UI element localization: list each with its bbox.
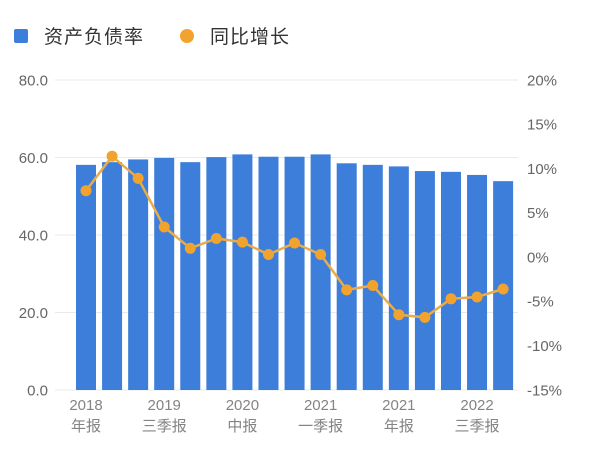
y-axis-right-tick-label: 5% — [527, 205, 549, 222]
x-axis-tick-label-year: 2022 — [460, 397, 493, 414]
line-dot — [80, 185, 92, 197]
bar — [154, 157, 175, 390]
legend-item-asset-liability-ratio[interactable]: 资产负债率 — [14, 22, 144, 49]
bar-series — [76, 154, 514, 390]
line-dot — [158, 221, 170, 233]
line-dot — [497, 283, 509, 295]
x-axis-tick-label-year: 2021 — [304, 397, 337, 414]
x-axis-tick-label-year: 2020 — [226, 397, 259, 414]
line-dot — [236, 236, 248, 248]
line-dot — [315, 249, 327, 260]
line-dot — [341, 284, 353, 296]
x-axis-tick-label-period: 三季报 — [142, 418, 187, 435]
line-dot — [262, 249, 274, 260]
line-dot — [393, 309, 405, 321]
x-axis-tick-label-year: 2019 — [148, 397, 181, 414]
y-axis-right-tick-label: 15% — [527, 117, 557, 134]
bar — [76, 164, 96, 390]
bar — [440, 171, 461, 390]
bar — [467, 174, 488, 390]
y-axis-right-labels: 20% 15% 10% 5% 0% -5% -10% -15% — [527, 72, 562, 399]
line-dot — [184, 242, 196, 254]
bar — [102, 162, 123, 390]
y-axis-left-tick-label: 0.0 — [27, 382, 48, 399]
legend-item-yoy-growth[interactable]: 同比增长 — [180, 22, 290, 49]
y-axis-right-tick-label: -15% — [527, 382, 562, 399]
bar — [258, 156, 279, 390]
line-dot — [106, 150, 118, 162]
line-dot — [289, 237, 301, 249]
line-series-swatch-icon — [180, 28, 195, 43]
y-axis-left-tick-label: 40.0 — [19, 227, 48, 244]
line-dot — [367, 280, 379, 291]
line-dot — [210, 233, 222, 244]
chart-legend: 资产负债率 同比增长 — [14, 22, 290, 49]
x-axis-tick-label-period: 一季报 — [298, 418, 343, 435]
y-axis-left-tick-label: 20.0 — [19, 305, 48, 322]
line-series — [80, 150, 509, 323]
x-axis-tick-label-year: 2021 — [382, 397, 415, 414]
x-axis-tick-label-year: 2018 — [69, 397, 102, 414]
y-axis-left-tick-label: 80.0 — [19, 72, 48, 89]
bar — [336, 163, 357, 390]
bar — [180, 162, 201, 390]
bar — [414, 171, 435, 390]
legend-line-label: 同比增长 — [210, 27, 291, 48]
x-axis-tick-label-period: 年报 — [71, 418, 101, 435]
bar — [206, 157, 227, 390]
bar — [388, 166, 409, 390]
y-axis-left-tick-label: 60.0 — [19, 150, 48, 167]
line-dot — [445, 293, 457, 305]
x-axis-labels: 2018 年报 2019 三季报 2020 中报 2021 一季报 2021 年报 2022 三季报 — [69, 397, 499, 435]
line-dot — [132, 172, 144, 184]
y-axis-right-tick-label: 10% — [527, 161, 557, 178]
bar — [284, 156, 305, 390]
y-axis-right-tick-label: -10% — [527, 338, 562, 355]
x-axis-tick-label-period: 中报 — [227, 418, 257, 435]
y-axis-right-tick-label: 0% — [527, 249, 549, 266]
bar — [362, 164, 383, 390]
line-dot — [419, 311, 431, 323]
y-axis-right-tick-label: 20% — [527, 72, 557, 89]
x-axis-tick-label-period: 年报 — [384, 418, 414, 435]
bar — [232, 154, 253, 390]
bar — [128, 159, 149, 390]
x-axis-tick-label-period: 三季报 — [455, 418, 500, 435]
legend-bar-label: 资产负债率 — [44, 27, 145, 48]
bar-series-swatch-icon — [14, 28, 28, 43]
y-axis-right-tick-label: -5% — [527, 294, 554, 311]
line-dot — [471, 291, 483, 303]
y-axis-left-labels: 80.0 60.0 40.0 20.0 0.0 — [19, 72, 48, 399]
bar — [310, 154, 331, 390]
